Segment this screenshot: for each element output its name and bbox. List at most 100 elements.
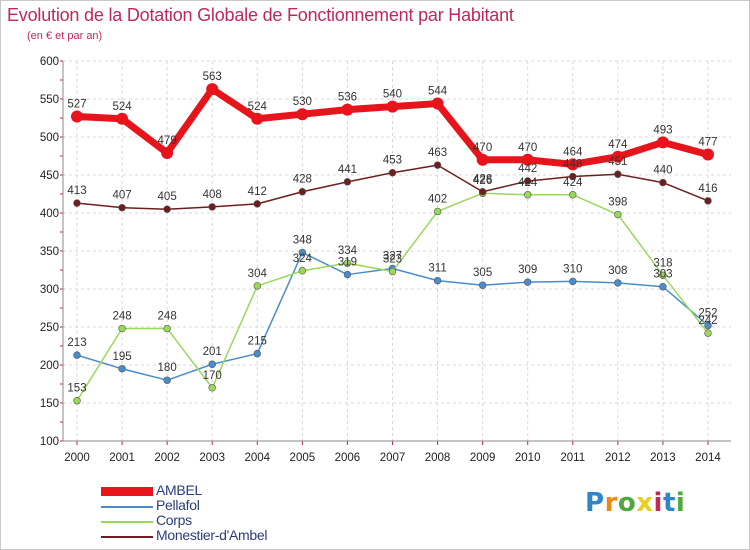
data-point-ambel bbox=[116, 112, 129, 125]
data-point-pellafol bbox=[569, 277, 577, 286]
x-tick-label: 2001 bbox=[109, 452, 135, 464]
data-label-monestier-d-ambel: 463 bbox=[428, 147, 447, 159]
x-tick-label: 2010 bbox=[515, 452, 541, 464]
x-tick-label: 2003 bbox=[199, 452, 225, 464]
y-tick-label: 550 bbox=[40, 94, 59, 106]
data-label-pellafol: 180 bbox=[158, 362, 177, 374]
data-point-corps bbox=[704, 329, 712, 337]
data-label-ambel: 477 bbox=[698, 136, 717, 148]
data-point-pellafol bbox=[478, 281, 487, 289]
data-label-monestier-d-ambel: 416 bbox=[698, 183, 717, 195]
data-point-corps bbox=[523, 191, 532, 199]
data-label-ambel: 527 bbox=[67, 98, 86, 110]
data-point-pellafol bbox=[343, 270, 352, 279]
data-point-monestier-d-ambel bbox=[298, 188, 307, 196]
data-label-pellafol: 195 bbox=[112, 351, 131, 363]
data-label-pellafol: 252 bbox=[698, 307, 717, 319]
data-point-monestier-d-ambel bbox=[163, 205, 171, 213]
y-tick-label: 350 bbox=[40, 246, 59, 258]
data-point-ambel bbox=[431, 97, 444, 110]
data-label-corps: 324 bbox=[293, 253, 313, 265]
legend-swatch-monestier bbox=[101, 536, 153, 538]
data-point-monestier-d-ambel bbox=[569, 172, 577, 181]
data-point-corps bbox=[118, 324, 126, 333]
data-label-monestier-d-ambel: 440 bbox=[653, 165, 672, 177]
y-tick-label: 250 bbox=[40, 322, 59, 334]
data-point-ambel bbox=[251, 112, 264, 125]
data-point-corps bbox=[298, 267, 307, 275]
x-tick-label: 2008 bbox=[425, 452, 451, 464]
data-label-pellafol: 213 bbox=[67, 337, 86, 349]
data-point-pellafol bbox=[118, 365, 126, 373]
data-label-corps: 248 bbox=[112, 311, 131, 323]
data-label-pellafol: 310 bbox=[563, 263, 582, 275]
data-point-monestier-d-ambel bbox=[73, 199, 81, 207]
data-point-corps bbox=[388, 267, 397, 276]
data-point-monestier-d-ambel bbox=[478, 188, 487, 196]
data-point-ambel bbox=[656, 136, 669, 149]
y-tick-label: 200 bbox=[40, 360, 59, 372]
data-label-corps: 304 bbox=[248, 268, 268, 280]
data-label-pellafol: 305 bbox=[473, 267, 492, 279]
x-tick-label: 2005 bbox=[290, 452, 316, 464]
x-tick-label: 2004 bbox=[244, 452, 270, 464]
data-label-monestier-d-ambel: 451 bbox=[608, 156, 627, 168]
data-point-ambel bbox=[161, 146, 174, 159]
data-point-pellafol bbox=[614, 279, 622, 287]
data-label-monestier-d-ambel: 453 bbox=[383, 155, 402, 167]
data-label-ambel: 479 bbox=[158, 135, 177, 147]
logo-letter: i bbox=[675, 488, 686, 518]
data-point-monestier-d-ambel bbox=[433, 161, 442, 169]
data-point-ambel bbox=[476, 153, 489, 166]
data-label-corps: 424 bbox=[563, 177, 583, 189]
data-point-ambel bbox=[566, 158, 579, 171]
data-point-ambel bbox=[206, 83, 219, 96]
legend-label-pellafol: Pellafol bbox=[156, 497, 200, 513]
data-label-ambel: 530 bbox=[293, 96, 312, 108]
data-point-ambel bbox=[71, 110, 83, 123]
data-label-ambel: 524 bbox=[112, 101, 132, 113]
data-point-monestier-d-ambel bbox=[388, 169, 397, 177]
data-label-ambel: 563 bbox=[203, 71, 222, 83]
data-label-monestier-d-ambel: 448 bbox=[563, 159, 582, 171]
data-point-ambel bbox=[611, 150, 624, 163]
data-label-pellafol: 311 bbox=[428, 263, 446, 275]
legend-swatch-pellafol bbox=[101, 506, 153, 508]
x-tick-label: 2011 bbox=[560, 452, 585, 464]
logo-letter: o bbox=[617, 488, 637, 518]
data-point-corps bbox=[253, 282, 261, 290]
data-point-ambel bbox=[341, 103, 354, 116]
data-label-ambel: 493 bbox=[653, 124, 672, 136]
data-point-monestier-d-ambel bbox=[253, 200, 261, 208]
data-label-ambel: 474 bbox=[608, 139, 628, 151]
data-label-ambel: 524 bbox=[248, 101, 268, 113]
logo-letter: i bbox=[653, 488, 663, 518]
data-point-corps bbox=[569, 191, 577, 199]
logo-letter: r bbox=[604, 488, 618, 518]
data-label-corps: 170 bbox=[203, 370, 222, 382]
data-point-pellafol bbox=[659, 283, 667, 291]
data-label-pellafol: 215 bbox=[248, 336, 267, 348]
x-tick-label: 2013 bbox=[650, 452, 676, 464]
proxiti-logo: Proxiti bbox=[585, 488, 685, 518]
data-label-corps: 426 bbox=[473, 175, 492, 187]
data-point-monestier-d-ambel bbox=[659, 178, 667, 187]
data-label-corps: 248 bbox=[158, 311, 177, 323]
data-point-corps bbox=[208, 384, 216, 392]
data-point-pellafol bbox=[73, 351, 81, 359]
data-label-monestier-d-ambel: 405 bbox=[158, 191, 177, 203]
data-label-monestier-d-ambel: 442 bbox=[518, 163, 537, 175]
data-label-corps: 424 bbox=[518, 177, 538, 189]
data-point-pellafol bbox=[704, 321, 712, 330]
x-tick-label: 2009 bbox=[470, 452, 496, 464]
data-label-ambel: 536 bbox=[338, 92, 357, 104]
data-label-monestier-d-ambel: 413 bbox=[67, 185, 86, 197]
data-point-pellafol bbox=[208, 360, 216, 368]
y-tick-label: 600 bbox=[40, 56, 59, 68]
y-tick-label: 300 bbox=[40, 284, 59, 296]
data-label-monestier-d-ambel: 441 bbox=[338, 164, 357, 176]
data-label-corps: 402 bbox=[428, 193, 447, 205]
data-point-pellafol bbox=[163, 376, 171, 384]
data-point-ambel bbox=[386, 100, 399, 113]
data-label-corps: 398 bbox=[608, 197, 627, 209]
